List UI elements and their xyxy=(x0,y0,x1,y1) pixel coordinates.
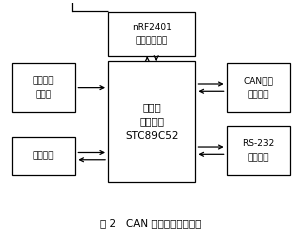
Bar xyxy=(226,63,290,112)
Bar xyxy=(226,126,290,175)
Text: 无线收发模块: 无线收发模块 xyxy=(136,37,168,46)
Bar xyxy=(108,61,195,182)
Text: CAN总线: CAN总线 xyxy=(243,76,273,85)
Bar xyxy=(108,12,195,56)
Text: RS-232: RS-232 xyxy=(242,139,275,148)
Text: 点滴速度: 点滴速度 xyxy=(33,76,54,85)
Text: 串行接口: 串行接口 xyxy=(248,153,269,162)
Text: nRF2401: nRF2401 xyxy=(132,23,172,32)
Text: 微处理器: 微处理器 xyxy=(139,117,164,126)
Text: 人机接口: 人机接口 xyxy=(33,152,54,161)
Text: 传感器: 传感器 xyxy=(35,90,52,99)
Text: 单片机: 单片机 xyxy=(142,102,161,113)
Text: 通信模块: 通信模块 xyxy=(248,90,269,99)
Bar xyxy=(12,63,76,112)
Bar xyxy=(12,137,76,175)
Text: 图 2   CAN 总线主机节点框图: 图 2 CAN 总线主机节点框图 xyxy=(100,218,202,228)
Text: STC89C52: STC89C52 xyxy=(125,131,178,141)
